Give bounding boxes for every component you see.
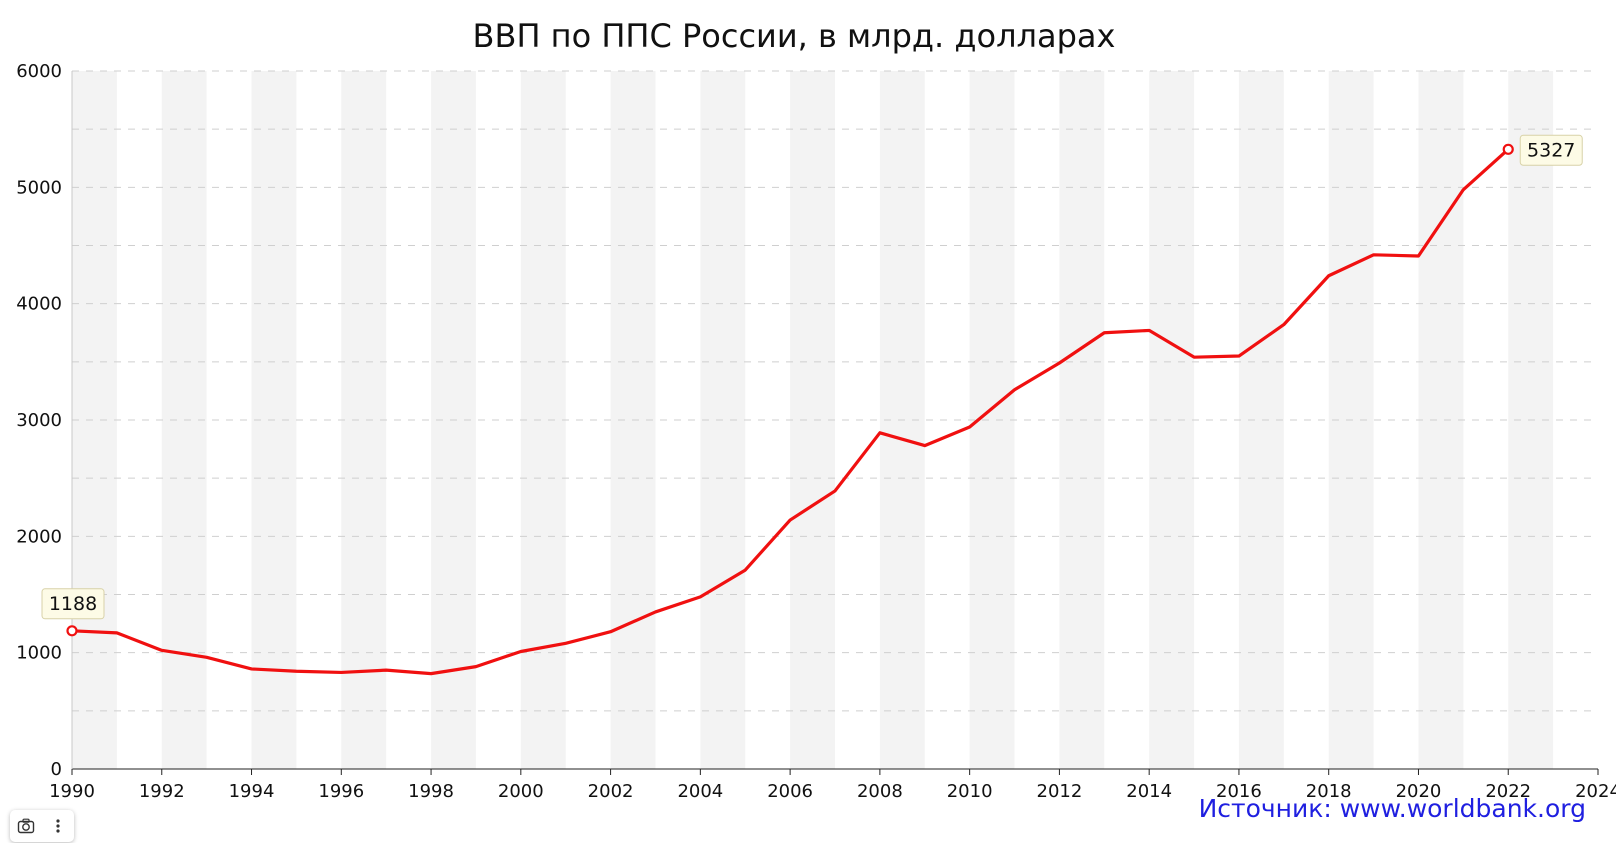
x-tick-label: 2018 bbox=[1306, 781, 1352, 802]
more-vertical-icon[interactable] bbox=[42, 810, 74, 842]
year-band bbox=[790, 71, 835, 769]
x-tick-label: 2006 bbox=[767, 781, 813, 802]
x-tick-label: 2004 bbox=[677, 781, 723, 802]
year-band bbox=[520, 71, 566, 769]
series-line bbox=[70, 147, 1510, 676]
series-layer bbox=[70, 147, 1510, 676]
gridlines bbox=[72, 70, 1598, 712]
x-tick-label: 1990 bbox=[49, 781, 95, 802]
x-tick-label: 2002 bbox=[588, 781, 634, 802]
year-band bbox=[72, 71, 117, 769]
x-tick-label: 1994 bbox=[229, 781, 275, 802]
y-tick-labels: 0 1000 2000 3000 4000 5000 6000 bbox=[16, 61, 62, 780]
x-tick-label: 2016 bbox=[1216, 781, 1262, 802]
year-band bbox=[1418, 71, 1464, 769]
y-tick-label: 0 bbox=[51, 759, 62, 780]
highlight-point bbox=[66, 625, 78, 637]
x-tick-label: 2008 bbox=[857, 781, 903, 802]
x-tick-label: 2014 bbox=[1126, 781, 1172, 802]
data-labels: 1188 5327 bbox=[41, 134, 1583, 637]
x-tick-label: 1996 bbox=[318, 781, 364, 802]
alternating-bands bbox=[72, 71, 1554, 769]
camera-icon[interactable] bbox=[10, 810, 42, 842]
axes bbox=[71, 71, 1598, 770]
y-tick-label: 4000 bbox=[16, 294, 62, 315]
data-label: 5327 bbox=[1527, 139, 1575, 161]
y-tick-label: 2000 bbox=[16, 526, 62, 547]
x-tick-label: 2012 bbox=[1037, 781, 1083, 802]
x-tick-label: 1998 bbox=[408, 781, 454, 802]
y-tick-label: 5000 bbox=[16, 177, 62, 198]
x-tick-label: 2022 bbox=[1485, 781, 1531, 802]
data-label: 1188 bbox=[49, 593, 97, 615]
x-tick-label: 1992 bbox=[139, 781, 185, 802]
data-label-box bbox=[41, 588, 105, 620]
y-tick-label: 6000 bbox=[16, 61, 62, 82]
x-tick-label: 2024 bbox=[1575, 781, 1616, 802]
chart-toolbar bbox=[10, 810, 74, 842]
year-band bbox=[341, 71, 387, 769]
y-tick-label: 1000 bbox=[16, 643, 62, 664]
chart-title: ВВП по ППС России, в млрд. долларах bbox=[473, 17, 1116, 55]
x-tick-label: 2020 bbox=[1396, 781, 1442, 802]
y-tick-label: 3000 bbox=[16, 410, 62, 431]
x-tick-labels: 1990 1992 1994 1996 1998 2000 2002 2004 2006 2008… bbox=[49, 769, 1616, 802]
highlight-point bbox=[1502, 143, 1514, 155]
source-link[interactable]: Источник: www.worldbank.org bbox=[1198, 794, 1586, 823]
x-tick-label: 2010 bbox=[947, 781, 993, 802]
data-label-box bbox=[1519, 134, 1583, 166]
x-tick-label: 2000 bbox=[498, 781, 544, 802]
